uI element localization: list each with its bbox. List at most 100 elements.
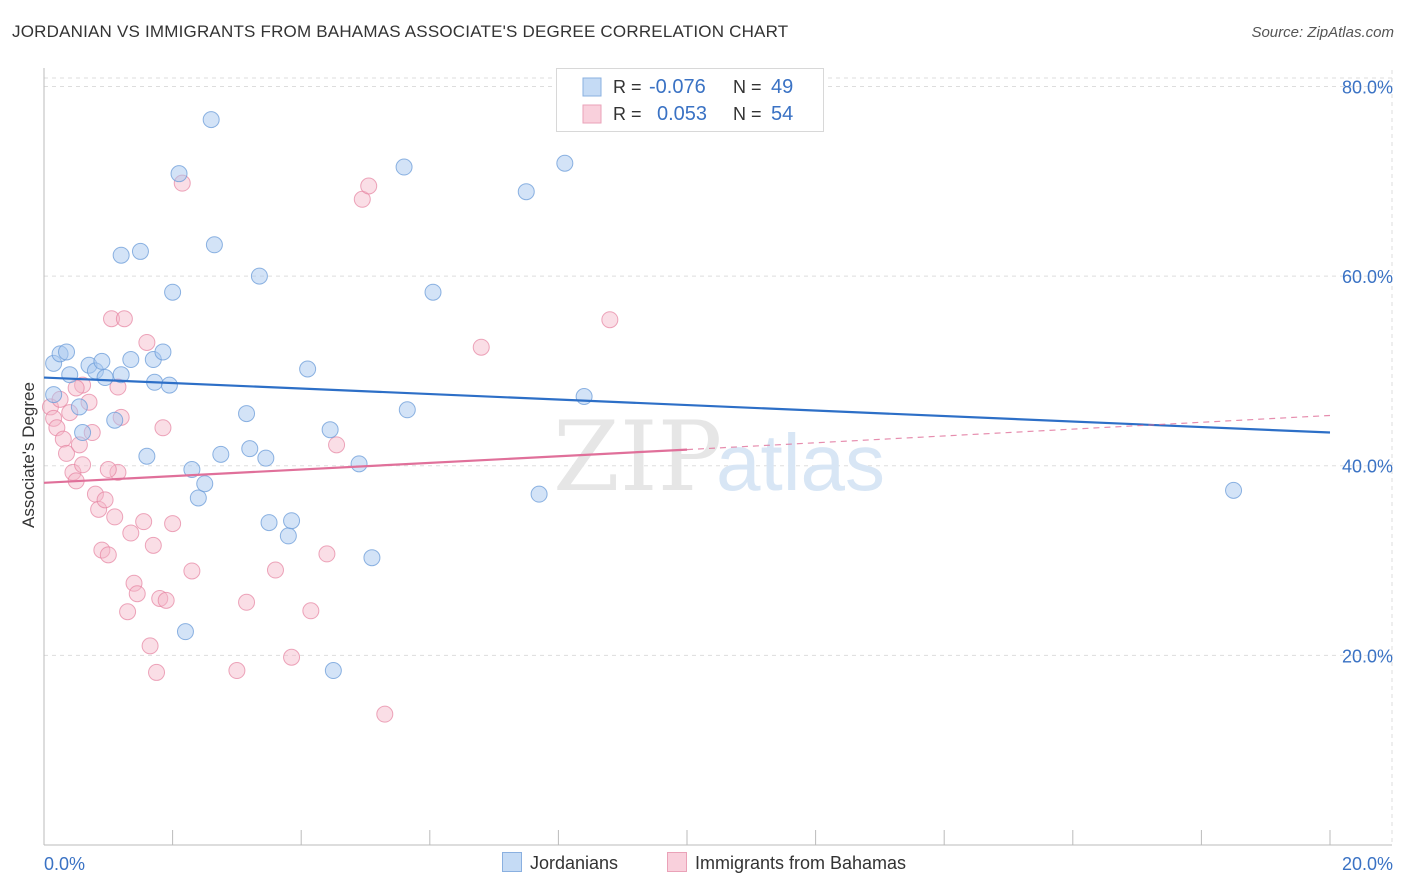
data-point-jordanian bbox=[424, 283, 442, 301]
data-point-jordanian bbox=[170, 165, 188, 183]
data-point-bahamas bbox=[144, 536, 162, 554]
legend-n-value-pink: 54 bbox=[771, 103, 793, 125]
data-point-bahamas bbox=[228, 662, 246, 680]
data-point-jordanian bbox=[202, 111, 220, 129]
data-point-jordanian bbox=[96, 369, 114, 387]
trend-line-bahamas-extension bbox=[686, 414, 1331, 451]
legend-swatch-jordanians bbox=[502, 852, 522, 872]
data-point-bahamas bbox=[74, 456, 92, 474]
data-point-jordanian bbox=[61, 366, 79, 384]
data-point-bahamas bbox=[103, 310, 121, 328]
data-point-jordanian bbox=[176, 623, 194, 641]
data-point-jordanian bbox=[283, 512, 301, 530]
data-point-jordanian bbox=[299, 360, 317, 378]
data-point-jordanian bbox=[398, 401, 416, 419]
data-point-jordanian bbox=[1225, 481, 1243, 499]
legend-n-value-blue: 49 bbox=[771, 76, 793, 98]
data-point-bahamas bbox=[183, 562, 201, 580]
legend-label-bahamas: Immigrants from Bahamas bbox=[695, 853, 907, 873]
tick-labels: 20.0% 40.0% 60.0% 80.0% 0.0% 20.0% bbox=[44, 77, 1393, 874]
data-point-bahamas bbox=[119, 603, 137, 621]
data-point-bahamas bbox=[141, 637, 159, 655]
data-point-jordanian bbox=[112, 246, 130, 264]
data-point-jordanian bbox=[324, 662, 342, 680]
data-point-bahamas bbox=[45, 409, 63, 427]
data-point-bahamas bbox=[328, 436, 346, 454]
trend-lines bbox=[43, 376, 1331, 484]
data-point-jordanian bbox=[556, 154, 574, 172]
data-point-bahamas bbox=[148, 663, 166, 681]
data-point-jordanian bbox=[160, 376, 178, 394]
data-point-jordanian bbox=[250, 267, 268, 285]
data-point-jordanian bbox=[74, 424, 92, 442]
data-point-bahamas bbox=[54, 430, 72, 448]
legend-swatch-blue bbox=[582, 77, 602, 97]
data-point-jordanian bbox=[196, 475, 214, 493]
chart-title: JORDANIAN VS IMMIGRANTS FROM BAHAMAS ASS… bbox=[12, 22, 789, 41]
legend-r-value-blue: -0.076 bbox=[649, 76, 706, 98]
y-tick-label: 60.0% bbox=[1342, 267, 1393, 287]
data-point-jordanian bbox=[530, 485, 548, 503]
legend-swatch-bahamas bbox=[667, 852, 687, 872]
data-point-bahamas bbox=[601, 311, 619, 329]
watermark: ZIP atlas bbox=[553, 401, 885, 513]
data-point-bahamas bbox=[283, 648, 301, 666]
data-point-bahamas bbox=[90, 500, 108, 518]
trend-line-jordanians bbox=[43, 376, 1331, 434]
data-point-jordanian bbox=[58, 343, 76, 361]
legend-n-label-blue: N = bbox=[733, 77, 762, 97]
data-point-bahamas bbox=[266, 561, 284, 579]
data-point-bahamas bbox=[360, 177, 378, 195]
data-point-bahamas bbox=[122, 524, 140, 542]
data-point-jordanian bbox=[238, 405, 256, 423]
y-tick-label: 20.0% bbox=[1342, 646, 1393, 666]
data-point-bahamas bbox=[238, 593, 256, 611]
x-tick-label-min: 0.0% bbox=[44, 854, 85, 874]
data-point-jordanian bbox=[93, 352, 111, 370]
watermark-zip: ZIP bbox=[553, 401, 722, 513]
data-point-bahamas bbox=[135, 513, 153, 531]
data-point-bahamas bbox=[164, 515, 182, 533]
data-point-bahamas bbox=[376, 705, 394, 723]
data-point-jordanian bbox=[106, 411, 124, 429]
data-point-jordanian bbox=[154, 343, 172, 361]
y-tick-label: 40.0% bbox=[1342, 457, 1393, 477]
data-point-jordanian bbox=[575, 388, 593, 406]
data-point-jordanian bbox=[45, 386, 63, 404]
data-point-jordanian bbox=[131, 242, 149, 260]
data-point-bahamas bbox=[99, 546, 117, 564]
x-tick-label-max: 20.0% bbox=[1342, 854, 1393, 874]
data-point-bahamas bbox=[106, 508, 124, 526]
data-point-bahamas bbox=[318, 545, 336, 563]
data-point-jordanian bbox=[183, 461, 201, 479]
data-point-jordanian bbox=[241, 440, 259, 458]
data-point-bahamas bbox=[115, 310, 133, 328]
legend-n-label-pink: N = bbox=[733, 104, 762, 124]
data-point-jordanian bbox=[321, 421, 339, 439]
data-point-bahamas bbox=[302, 602, 320, 620]
data-point-bahamas bbox=[154, 419, 172, 437]
data-point-bahamas bbox=[472, 338, 490, 356]
source-label: Source: ZipAtlas.com bbox=[1251, 24, 1394, 41]
data-point-bahamas bbox=[151, 589, 169, 607]
correlation-legend: R = -0.076 N = 49 R = 0.053 N = 54 bbox=[556, 68, 824, 132]
data-point-bahamas bbox=[157, 591, 175, 609]
data-point-jordanian bbox=[205, 236, 223, 254]
data-point-jordanian bbox=[122, 351, 140, 369]
data-point-jordanian bbox=[517, 183, 535, 201]
axes bbox=[43, 68, 1392, 846]
data-point-bahamas bbox=[109, 463, 127, 481]
data-point-bahamas bbox=[125, 574, 143, 592]
y-tick-label: 80.0% bbox=[1342, 77, 1393, 97]
data-point-jordanian bbox=[70, 398, 88, 416]
data-point-jordanian bbox=[138, 447, 156, 465]
data-point-jordanian bbox=[363, 549, 381, 567]
legend-r-value-pink: 0.053 bbox=[657, 103, 707, 125]
trend-line-bahamas bbox=[43, 448, 688, 484]
data-point-jordanian bbox=[112, 366, 130, 384]
watermark-atlas: atlas bbox=[716, 418, 885, 507]
data-point-bahamas bbox=[96, 491, 114, 509]
data-point-jordanian bbox=[350, 455, 368, 473]
legend-swatch-pink bbox=[582, 104, 602, 124]
